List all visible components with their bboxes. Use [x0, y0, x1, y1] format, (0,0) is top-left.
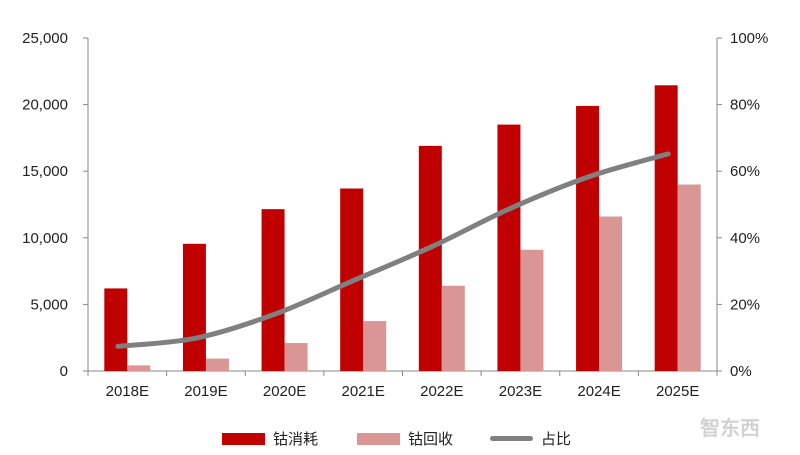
x-tick-label: 2024E: [577, 383, 620, 400]
legend: 钴消耗 钴回收 占比: [0, 428, 800, 452]
legend-item-recycling: 钴回收: [357, 428, 453, 449]
right-tick-label: 100%: [730, 30, 768, 47]
bar-cobalt-recycling: [284, 343, 308, 371]
bar-cobalt-recycling: [441, 285, 465, 371]
left-tick-label: 5,000: [30, 296, 68, 313]
right-tick-label: 40%: [730, 230, 760, 247]
bar-cobalt-consumption: [497, 124, 521, 371]
bar-cobalt-recycling: [599, 216, 623, 371]
bar-cobalt-consumption: [261, 209, 285, 371]
bar-cobalt-recycling: [520, 249, 544, 371]
bar-cobalt-consumption: [182, 243, 206, 371]
right-tick-label: 20%: [730, 296, 760, 313]
x-tick-label: 2025E: [656, 383, 699, 400]
x-tick-label: 2019E: [184, 383, 227, 400]
bar-cobalt-recycling: [127, 365, 151, 371]
left-tick-label: 10,000: [22, 230, 68, 247]
legend-swatch-recycling: [357, 432, 400, 445]
legend-label-ratio: 占比: [541, 430, 572, 448]
left-tick-label: 15,000: [22, 163, 68, 180]
legend-label-recycling: 钴回收: [408, 430, 454, 448]
line-ratio: [115, 151, 671, 349]
x-tick-label: 2021E: [342, 383, 385, 400]
legend-swatch-consumption: [222, 432, 265, 445]
bar-cobalt-consumption: [576, 105, 600, 371]
x-tick-label: 2020E: [263, 383, 306, 400]
x-tick-label: 2023E: [499, 383, 542, 400]
legend-item-consumption: 钴消耗: [222, 428, 318, 449]
watermark-logo: 智东西: [700, 416, 760, 440]
bar-cobalt-consumption: [418, 145, 442, 371]
right-tick-label: 80%: [730, 97, 760, 114]
left-tick-label: 20,000: [22, 97, 68, 114]
bar-cobalt-consumption: [104, 288, 128, 371]
legend-label-consumption: 钴消耗: [273, 430, 319, 448]
right-tick-label: 0%: [730, 363, 752, 380]
chart: 0 5,000 10,000 15,000 20,000 25,000 0% 20% 40% 60…: [22, 30, 768, 400]
x-tick-label: 2022E: [420, 383, 463, 400]
x-tick-label: 2018E: [106, 383, 149, 400]
left-tick-label: 0: [60, 363, 68, 380]
left-tick-label: 25,000: [22, 30, 68, 47]
bar-cobalt-recycling: [205, 358, 229, 371]
bar-cobalt-recycling: [677, 184, 701, 371]
legend-swatch-ratio: [490, 436, 533, 441]
legend-item-ratio: 占比: [490, 428, 571, 449]
bar-cobalt-recycling: [363, 321, 387, 371]
right-tick-label: 60%: [730, 163, 760, 180]
bar-cobalt-consumption: [654, 85, 678, 371]
